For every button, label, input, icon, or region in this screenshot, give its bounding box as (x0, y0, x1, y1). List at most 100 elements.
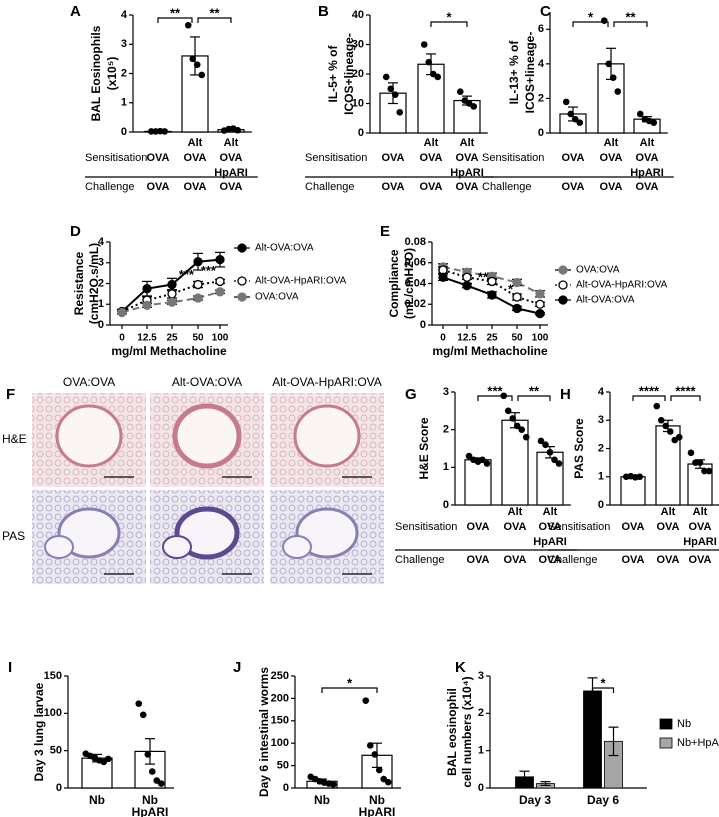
x-tick-label: 50 (192, 333, 204, 344)
y-tick-label: 3 (598, 414, 604, 426)
y-tick-label: 50 (277, 760, 289, 772)
category-label: OVA (599, 152, 622, 164)
data-point (167, 289, 177, 299)
data-point (675, 433, 683, 441)
category-label: OVA (656, 521, 679, 533)
data-point (184, 21, 192, 29)
column-label: Alt-OVA:OVA (172, 375, 242, 389)
data-point (215, 276, 225, 287)
y-tick-label: 0 (98, 319, 104, 331)
y-tick-label: 4 (598, 386, 605, 398)
x-tick-label: Nb (369, 793, 385, 807)
data-point (504, 407, 512, 415)
y-tick-label: 0.08 (405, 236, 426, 248)
panel-label: F (6, 386, 15, 403)
y-tick-label: 0 (538, 127, 544, 139)
category-label: OVA (466, 554, 489, 566)
data-point (662, 422, 670, 430)
bar (620, 476, 646, 506)
data-point (571, 115, 579, 123)
airway (282, 535, 312, 559)
significance-label: * (446, 9, 452, 24)
panel-label: G (405, 386, 417, 403)
category-label: OVA (455, 152, 478, 164)
y-tick-label: 150 (44, 670, 62, 682)
category-label: Alt (508, 506, 523, 518)
x-tick-label: 25 (166, 333, 178, 344)
data-point (193, 257, 203, 267)
y-tick-label: 0.04 (405, 277, 427, 289)
significance-label: ** (625, 9, 636, 24)
data-point (215, 254, 225, 265)
data-point (434, 73, 442, 81)
y-tick-label: 2 (443, 424, 449, 436)
category-label: HpARI (533, 536, 567, 548)
data-point (522, 433, 530, 441)
category-label: Alt (693, 506, 708, 518)
x-tick-label: Day 3 (519, 793, 551, 807)
airway (295, 507, 359, 559)
data-point (470, 103, 478, 110)
category-label: OVA (183, 181, 206, 193)
data-point (157, 780, 165, 787)
airway (162, 535, 192, 559)
airway (55, 404, 123, 468)
category-label: OVA (635, 152, 658, 164)
category-label: OVA (688, 554, 711, 566)
category-label: OVA (146, 152, 169, 164)
row-label: Sensitisation (395, 521, 457, 533)
data-point (142, 300, 152, 310)
category-label: OVA (146, 181, 169, 193)
data-point (487, 290, 497, 300)
legend-label: Alt-OVA-HpARI:OVA (576, 280, 668, 291)
x-tick-label: 100 (212, 333, 229, 344)
x-tick-label: Nb (314, 793, 330, 807)
significance-label: * (600, 675, 606, 690)
row-label: Sensitisation (548, 521, 610, 533)
row-label: H&E (2, 432, 27, 446)
x-tick-label: HpARI (132, 805, 169, 817)
data-point (653, 402, 661, 410)
category-label: OVA (503, 554, 526, 566)
y-tick-label: 1 (598, 471, 604, 483)
data-point (537, 437, 545, 445)
y-tick-label: 0.02 (405, 298, 426, 310)
legend-label: OVA:OVA (576, 265, 620, 276)
panel-label: D (70, 223, 81, 240)
significance-label: ** (529, 383, 540, 398)
airway (57, 507, 121, 559)
significance-label: * (347, 675, 353, 690)
y-tick-label: 4 (121, 9, 128, 21)
data-point (605, 60, 613, 68)
y-tick-label: 2 (538, 92, 544, 104)
category-label: OVA (466, 521, 489, 533)
y-axis-label: ICOS+lineage- (342, 33, 356, 115)
airway (174, 506, 240, 560)
y-tick-label: 1 (478, 745, 484, 757)
significance-bracket (430, 21, 468, 27)
data-point (551, 456, 558, 464)
data-point (420, 41, 428, 48)
data-point (576, 119, 584, 126)
y-tick-label: 3 (443, 386, 449, 398)
y-tick-label: 100 (44, 707, 62, 719)
data-point (391, 91, 399, 98)
significance-bracket (572, 21, 609, 27)
y-axis-label: ICOS+lineage- (523, 32, 537, 114)
data-point (371, 751, 379, 758)
y-axis-label: (mL/cmH2O) (402, 248, 416, 319)
row-label: Sensitisation (305, 152, 367, 164)
category-label: OVA (621, 554, 644, 566)
data-point (705, 467, 713, 475)
panel-label: K (455, 659, 466, 676)
y-tick-label: 0 (478, 782, 484, 794)
legend-marker (558, 280, 568, 290)
category-label: OVA (381, 181, 404, 193)
x-axis-label: mg/ml Methacholine (111, 344, 227, 358)
y-tick-label: 4 (98, 236, 105, 248)
data-point (600, 17, 608, 24)
data-point (215, 287, 225, 297)
data-point (193, 61, 201, 69)
category-label: OVA (183, 152, 206, 164)
y-axis-label: (x10⁵) (105, 57, 119, 91)
